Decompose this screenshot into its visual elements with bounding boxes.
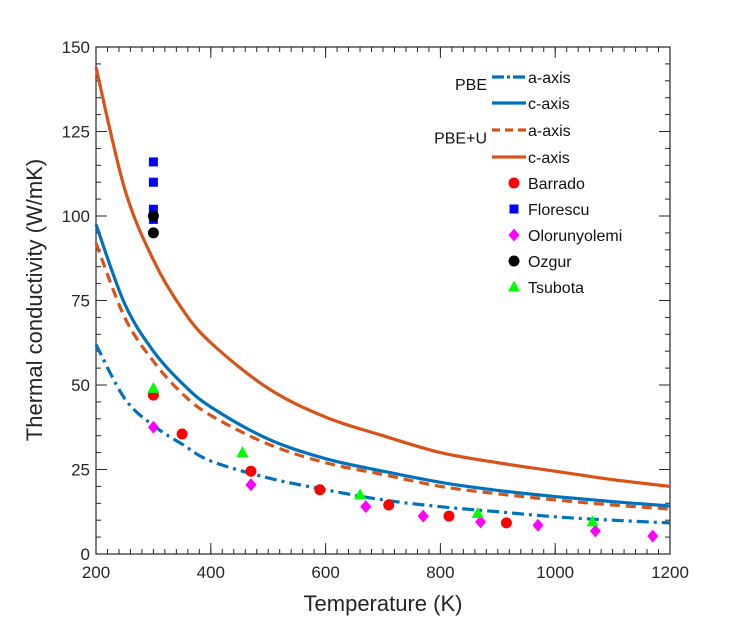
- x-axis-label: Temperature (K): [304, 591, 463, 616]
- legend-label: c-axis: [528, 150, 570, 167]
- data-point-olorunyolemi: [475, 515, 487, 529]
- data-point-tsubota: [354, 488, 367, 500]
- legend-label: Olorunyolemi: [528, 228, 622, 245]
- legend-marker-ozgur: [508, 255, 520, 267]
- x-tick-label: 400: [197, 563, 225, 582]
- y-tick-label: 125: [62, 123, 90, 142]
- legend-marker-florescu: [509, 204, 519, 214]
- legend: PBE PBE+U a-axis c-axis a-axis c-axis Barrado F…: [434, 70, 622, 297]
- markers: [147, 157, 659, 543]
- series-line-pbe-plus-u-c-axis: [94, 66, 671, 488]
- legend-marker-barrado: [508, 177, 520, 189]
- data-point-barrado: [443, 510, 455, 522]
- curves: [94, 66, 671, 525]
- axes: 200 400 600 800 1000 1200 0 25 50 75 100 125 150: [62, 38, 689, 582]
- legend-label: Barrado: [528, 176, 585, 193]
- legend-marker-olorunyolemi: [508, 228, 520, 242]
- axes-box: [95, 46, 671, 555]
- data-point-ozgur: [147, 227, 159, 239]
- legend-label: Ozgur: [528, 254, 572, 271]
- data-point-barrado: [176, 428, 188, 440]
- data-point-olorunyolemi: [360, 500, 372, 514]
- data-point-olorunyolemi: [589, 524, 601, 538]
- y-tick-label: 100: [62, 207, 90, 226]
- legend-marker-tsubota: [508, 280, 520, 292]
- legend-group-label: PBE: [455, 77, 487, 94]
- y-tick-label: 50: [71, 376, 90, 395]
- data-point-olorunyolemi: [647, 529, 659, 543]
- data-point-barrado: [500, 517, 512, 529]
- data-point-barrado: [245, 465, 257, 477]
- y-tick-label: 150: [62, 38, 90, 57]
- y-tick-label: 0: [81, 545, 90, 564]
- legend-label: a-axis: [528, 123, 571, 140]
- x-tick-label: 600: [311, 563, 339, 582]
- data-point-olorunyolemi: [147, 420, 159, 434]
- data-point-tsubota: [471, 506, 484, 518]
- legend-group-label: PBE+U: [434, 131, 487, 148]
- x-tick-label: 1200: [651, 563, 689, 582]
- data-point-olorunyolemi: [417, 509, 429, 523]
- legend-label: Florescu: [528, 202, 589, 219]
- series-line-pbe-plus-u-a-axis: [94, 242, 671, 511]
- data-point-tsubota: [586, 515, 599, 527]
- y-axis-label: Thermal conductivity (W/mK): [22, 159, 47, 441]
- x-tick-label: 200: [82, 563, 110, 582]
- series-line-pbe-c-axis: [94, 223, 671, 508]
- data-point-barrado: [314, 484, 326, 496]
- data-point-barrado: [383, 499, 395, 511]
- y-tick-label: 25: [71, 461, 90, 480]
- data-point-olorunyolemi: [245, 478, 257, 492]
- y-tick-label: 75: [71, 292, 90, 311]
- plot-area: 200 400 600 800 1000 1200 0 25 50 75 100 125 150 PBE…: [62, 38, 689, 582]
- data-point-tsubota: [147, 381, 160, 393]
- x-tick-label: 1000: [536, 563, 574, 582]
- legend-label: Tsubota: [528, 280, 584, 297]
- data-point-tsubota: [236, 446, 249, 458]
- data-point-florescu: [148, 177, 158, 187]
- legend-label: a-axis: [528, 70, 571, 87]
- data-point-olorunyolemi: [532, 518, 544, 532]
- data-point-florescu: [148, 204, 158, 214]
- data-point-ozgur: [147, 210, 159, 222]
- data-point-florescu: [148, 157, 158, 167]
- x-tick-label: 800: [426, 563, 454, 582]
- legend-label: c-axis: [528, 96, 570, 113]
